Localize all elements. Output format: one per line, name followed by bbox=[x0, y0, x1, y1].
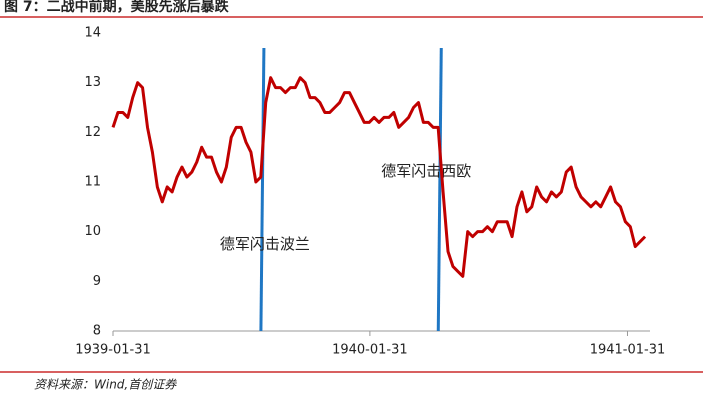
event-line bbox=[436, 47, 443, 332]
event-label: 德军闪击波兰 bbox=[220, 235, 310, 253]
y-tick-label: 10 bbox=[84, 224, 101, 239]
y-tick-label: 14 bbox=[84, 26, 101, 41]
y-tick-label: 11 bbox=[84, 175, 101, 190]
x-tick-label: 1939-01-31 bbox=[75, 343, 151, 358]
y-tick-label: 13 bbox=[84, 75, 101, 90]
event-line bbox=[259, 47, 266, 332]
y-tick-label: 8 bbox=[93, 324, 101, 339]
x-tick-label: 1941-01-31 bbox=[590, 343, 666, 358]
y-tick-label: 12 bbox=[84, 125, 101, 140]
chart-title: 图 7：二战中前期，美股先涨后暴跌 bbox=[4, 0, 230, 15]
y-tick-label: 9 bbox=[93, 274, 101, 289]
source: 资料来源：Wind,首创证券 bbox=[34, 378, 177, 392]
price-line bbox=[111, 76, 647, 278]
x-tick-label: 1940-01-31 bbox=[332, 343, 408, 358]
event-label: 德军闪击西欧 bbox=[381, 162, 471, 180]
